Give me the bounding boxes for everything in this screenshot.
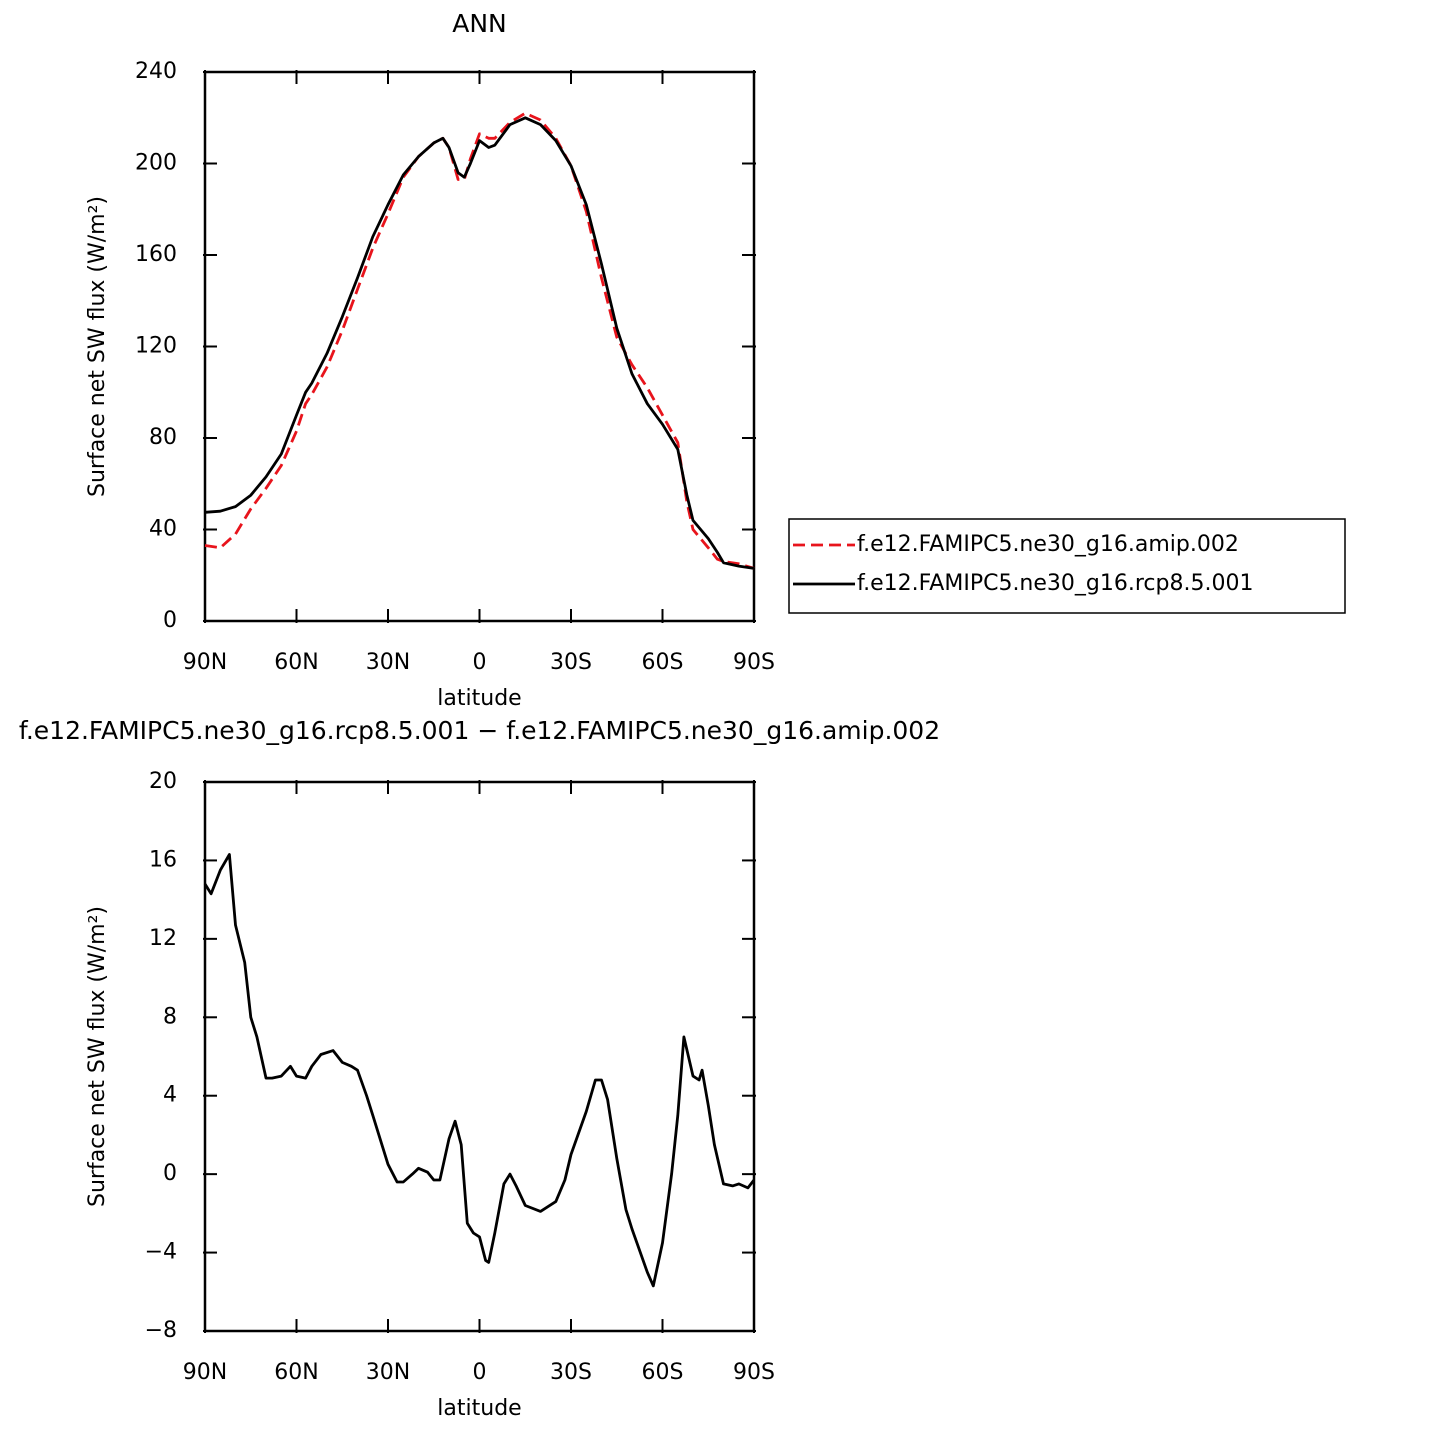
x-tick-label: 30S bbox=[550, 1360, 592, 1385]
data-line bbox=[204, 111, 755, 570]
y-tick-label: 0 bbox=[163, 608, 177, 633]
legend-label: f.e12.FAMIPC5.ne30_g16.rcp8.5.001 bbox=[857, 571, 1253, 596]
x-tick-label: 60S bbox=[642, 1360, 684, 1385]
y-tick-label: 120 bbox=[135, 334, 177, 359]
x-tick-label: 60S bbox=[642, 650, 684, 675]
x-tick-label: 0 bbox=[473, 650, 487, 675]
y-axis-label: Surface net SW flux (W/m²) bbox=[85, 196, 110, 497]
x-tick-label: 90N bbox=[183, 1360, 227, 1385]
x-tick-label: 90S bbox=[733, 1360, 775, 1385]
y-tick-label: 240 bbox=[135, 59, 177, 84]
x-tick-label: 60N bbox=[274, 650, 318, 675]
x-tick-label: 60N bbox=[274, 1360, 318, 1385]
x-tick-label: 90N bbox=[183, 650, 227, 675]
y-tick-label: 160 bbox=[135, 242, 177, 267]
y-tick-label: 200 bbox=[135, 151, 177, 176]
data-line bbox=[203, 853, 756, 1288]
legend-box bbox=[788, 518, 1346, 614]
y-axis-label: Surface net SW flux (W/m²) bbox=[85, 906, 110, 1207]
x-tick-label: 0 bbox=[473, 1360, 487, 1385]
x-tick-label: 30N bbox=[366, 650, 410, 675]
y-tick-label: 8 bbox=[163, 1004, 177, 1029]
x-axis-label: latitude bbox=[437, 1396, 521, 1421]
plot-frame bbox=[203, 780, 756, 1333]
chart-title: ANN bbox=[452, 9, 507, 38]
x-tick-label: 30N bbox=[366, 1360, 410, 1385]
x-tick-label: 30S bbox=[550, 650, 592, 675]
y-tick-label: 20 bbox=[149, 769, 177, 794]
y-tick-label: 4 bbox=[163, 1083, 177, 1108]
plot-frame bbox=[203, 70, 756, 623]
chart-title: f.e12.FAMIPC5.ne30_g16.rcp8.5.001 − f.e1… bbox=[19, 716, 940, 745]
data-line bbox=[204, 116, 755, 570]
y-tick-label: 12 bbox=[149, 926, 177, 951]
y-tick-label: 16 bbox=[149, 847, 177, 872]
y-tick-label: 0 bbox=[163, 1161, 177, 1186]
x-axis-label: latitude bbox=[437, 686, 521, 711]
y-tick-label: 40 bbox=[149, 517, 177, 542]
x-tick-label: 90S bbox=[733, 650, 775, 675]
y-tick-label: −4 bbox=[145, 1240, 177, 1265]
y-tick-label: −8 bbox=[145, 1318, 177, 1343]
y-tick-label: 80 bbox=[149, 425, 177, 450]
legend-label: f.e12.FAMIPC5.ne30_g16.amip.002 bbox=[857, 532, 1239, 557]
